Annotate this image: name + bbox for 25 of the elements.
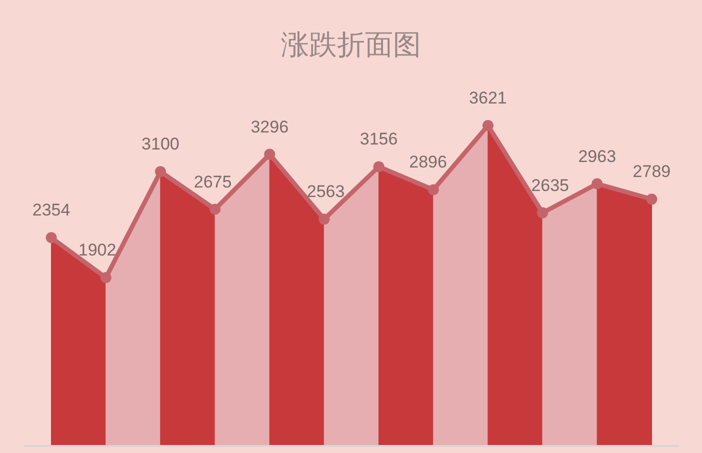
data-label: 2635 — [531, 176, 570, 195]
point — [373, 161, 384, 172]
point — [646, 194, 658, 205]
data-label: 1902 — [78, 240, 116, 260]
data-label: 3156 — [360, 130, 398, 149]
data-label: 2963 — [578, 146, 616, 166]
data-label: 3621 — [469, 88, 507, 108]
point — [428, 184, 439, 196]
point — [46, 232, 57, 244]
point — [537, 207, 548, 218]
point — [592, 178, 603, 190]
data-label: 3296 — [250, 117, 289, 136]
point — [264, 148, 276, 160]
data-label: 2354 — [32, 200, 70, 220]
data-label: 3100 — [142, 134, 180, 154]
chart-title: 涨跌折面图 — [281, 29, 421, 60]
point — [318, 214, 330, 225]
point — [210, 204, 221, 215]
point — [100, 272, 112, 284]
data-label: 2896 — [409, 152, 447, 172]
point — [482, 120, 494, 132]
point — [154, 166, 166, 178]
data-label: 2675 — [194, 172, 232, 192]
data-label: 2789 — [632, 162, 671, 182]
data-label: 2563 — [306, 182, 345, 202]
